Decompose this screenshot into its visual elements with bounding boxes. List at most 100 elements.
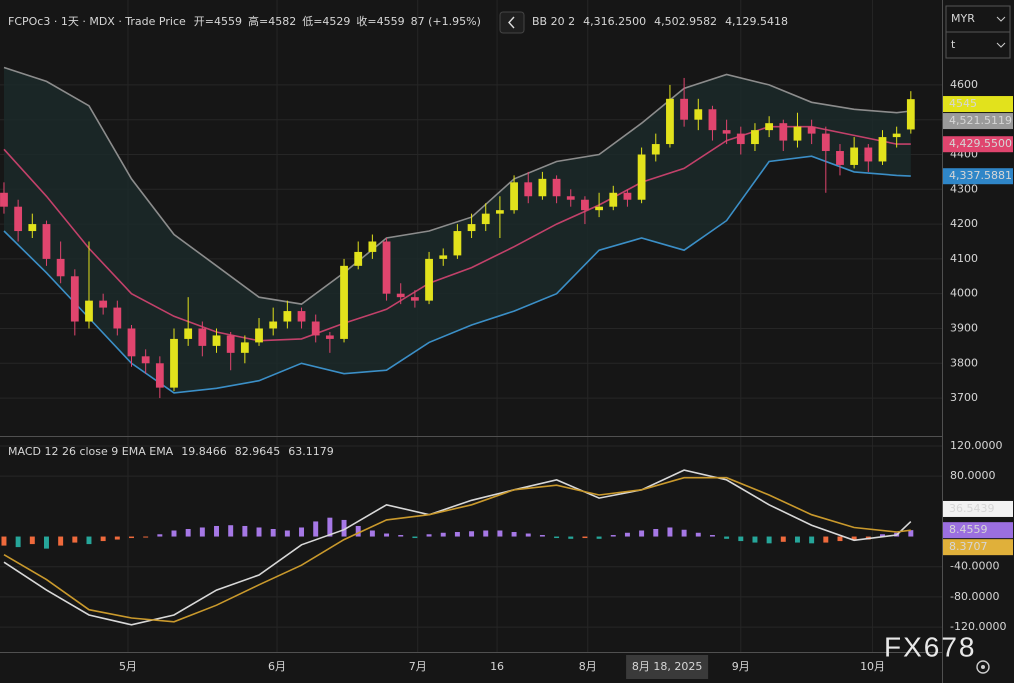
candle-body (524, 182, 533, 197)
legend-text: BB 20 2 (532, 15, 575, 28)
histogram-bar (596, 536, 602, 539)
price-badge (943, 168, 1013, 185)
legend-text: 4,129.5418 (725, 15, 788, 28)
price-badge-label: 36.5439 (949, 502, 995, 515)
settings-button[interactable] (976, 660, 990, 674)
y-tick-label: 4000 (950, 287, 978, 300)
legend-text: 4529 (322, 15, 350, 28)
histogram-bar (327, 517, 333, 537)
y-tick-label: -80.0000 (950, 590, 999, 603)
histogram-bar (724, 536, 730, 539)
legend-text: 收= (356, 14, 376, 28)
histogram-bar (837, 536, 843, 542)
candle-body (425, 258, 433, 301)
scale-menu: t (951, 38, 956, 51)
histogram-bar (667, 527, 673, 537)
price-badge (943, 500, 1013, 517)
overlay: MYR t FX678 FCPOc3 · 1天 · MDX · Trade Pr… (8, 5, 1011, 674)
candle-body (85, 300, 93, 322)
histogram-bar (256, 527, 262, 537)
y-tick-label: 3900 (950, 321, 978, 334)
y-tick-label: 4200 (950, 217, 978, 230)
candle-body (864, 147, 873, 162)
candle-body (141, 356, 150, 364)
histogram-bar (384, 533, 390, 537)
dropdown-arrow (996, 42, 1006, 48)
y-tick-label: 4100 (950, 252, 978, 265)
candle-body (538, 178, 547, 197)
candle-body (56, 258, 65, 277)
histogram-bar (100, 536, 106, 542)
legend-text: MACD 12 26 close 9 EMA EMA (8, 445, 174, 458)
histogram-bar (341, 519, 347, 537)
candle-body (651, 144, 660, 155)
candle-body (821, 133, 830, 152)
candle-body (467, 224, 476, 232)
histogram-bar (114, 536, 120, 540)
scale-dropdown[interactable] (945, 31, 1011, 59)
candle-body (439, 255, 448, 259)
y-tick-label: 4600 (950, 78, 978, 91)
candle-body (382, 241, 391, 294)
candle-body (127, 328, 136, 357)
candle-body (609, 192, 618, 207)
legend-text: 低= (302, 15, 322, 28)
candle-body (680, 98, 689, 120)
candle-body (566, 196, 575, 200)
x-tick-label: 8月 (579, 660, 597, 673)
x-tick-label: 6月 (268, 660, 286, 673)
candle-body (184, 328, 193, 339)
legend-text: 4,316.2500 (583, 15, 646, 28)
candle-body (42, 224, 51, 259)
legend-text: 4559 (377, 15, 405, 28)
candle-body (793, 126, 802, 141)
candle-body (779, 123, 788, 141)
price-badge-label: 4,429.5500 (949, 137, 1012, 150)
candle-body (325, 335, 334, 339)
histogram-bar (214, 525, 219, 537)
histogram-bar (794, 536, 800, 543)
candle-body (850, 147, 859, 165)
candle-body (226, 335, 235, 353)
histogram-bar (43, 536, 49, 549)
histogram-bar (539, 535, 545, 537)
price-badge (943, 113, 1013, 130)
candle-body (581, 199, 589, 211)
candle-body (368, 241, 377, 252)
candle-body (623, 192, 632, 200)
collapse-button[interactable] (499, 11, 525, 34)
histogram-bar (412, 536, 418, 539)
histogram-bar (568, 536, 574, 539)
price-badge-label: 4,521.5119 (949, 114, 1012, 127)
y-tick-label: 3700 (950, 391, 978, 404)
histogram-bar (369, 530, 375, 537)
histogram-bar (228, 525, 234, 537)
watermark: FX678 (884, 631, 977, 662)
price-badge (943, 539, 1013, 556)
legend-text: 63.1179 (288, 445, 334, 458)
x-tick-label: 9月 (732, 660, 750, 673)
price-badge-label: 8.4559 (949, 523, 988, 536)
histogram-bar (143, 536, 149, 538)
price-badge (943, 522, 1013, 539)
candle-body (297, 311, 306, 322)
candle-body (283, 311, 292, 322)
candle-body (637, 154, 646, 200)
histogram-bar (72, 536, 78, 543)
crosshair-label: 8月 18, 2025 (632, 660, 702, 673)
y-tick-label: -120.0000 (950, 620, 1006, 633)
histogram-bar (199, 527, 205, 537)
legend-text: 19.8466 (181, 445, 227, 458)
histogram-bar (58, 536, 64, 546)
dropdown-arrow (996, 16, 1006, 22)
x-tick-label: 5月 (119, 660, 137, 673)
histogram-bar (738, 536, 744, 542)
histogram-bar (270, 528, 276, 537)
x-tick-label: 7月 (409, 660, 427, 673)
histogram-bar (29, 536, 35, 545)
currency: MYR (951, 12, 975, 25)
settings-icon (981, 665, 985, 669)
macd-line (3, 476, 911, 623)
legend-text: 87 (+1.95%) (411, 15, 481, 28)
